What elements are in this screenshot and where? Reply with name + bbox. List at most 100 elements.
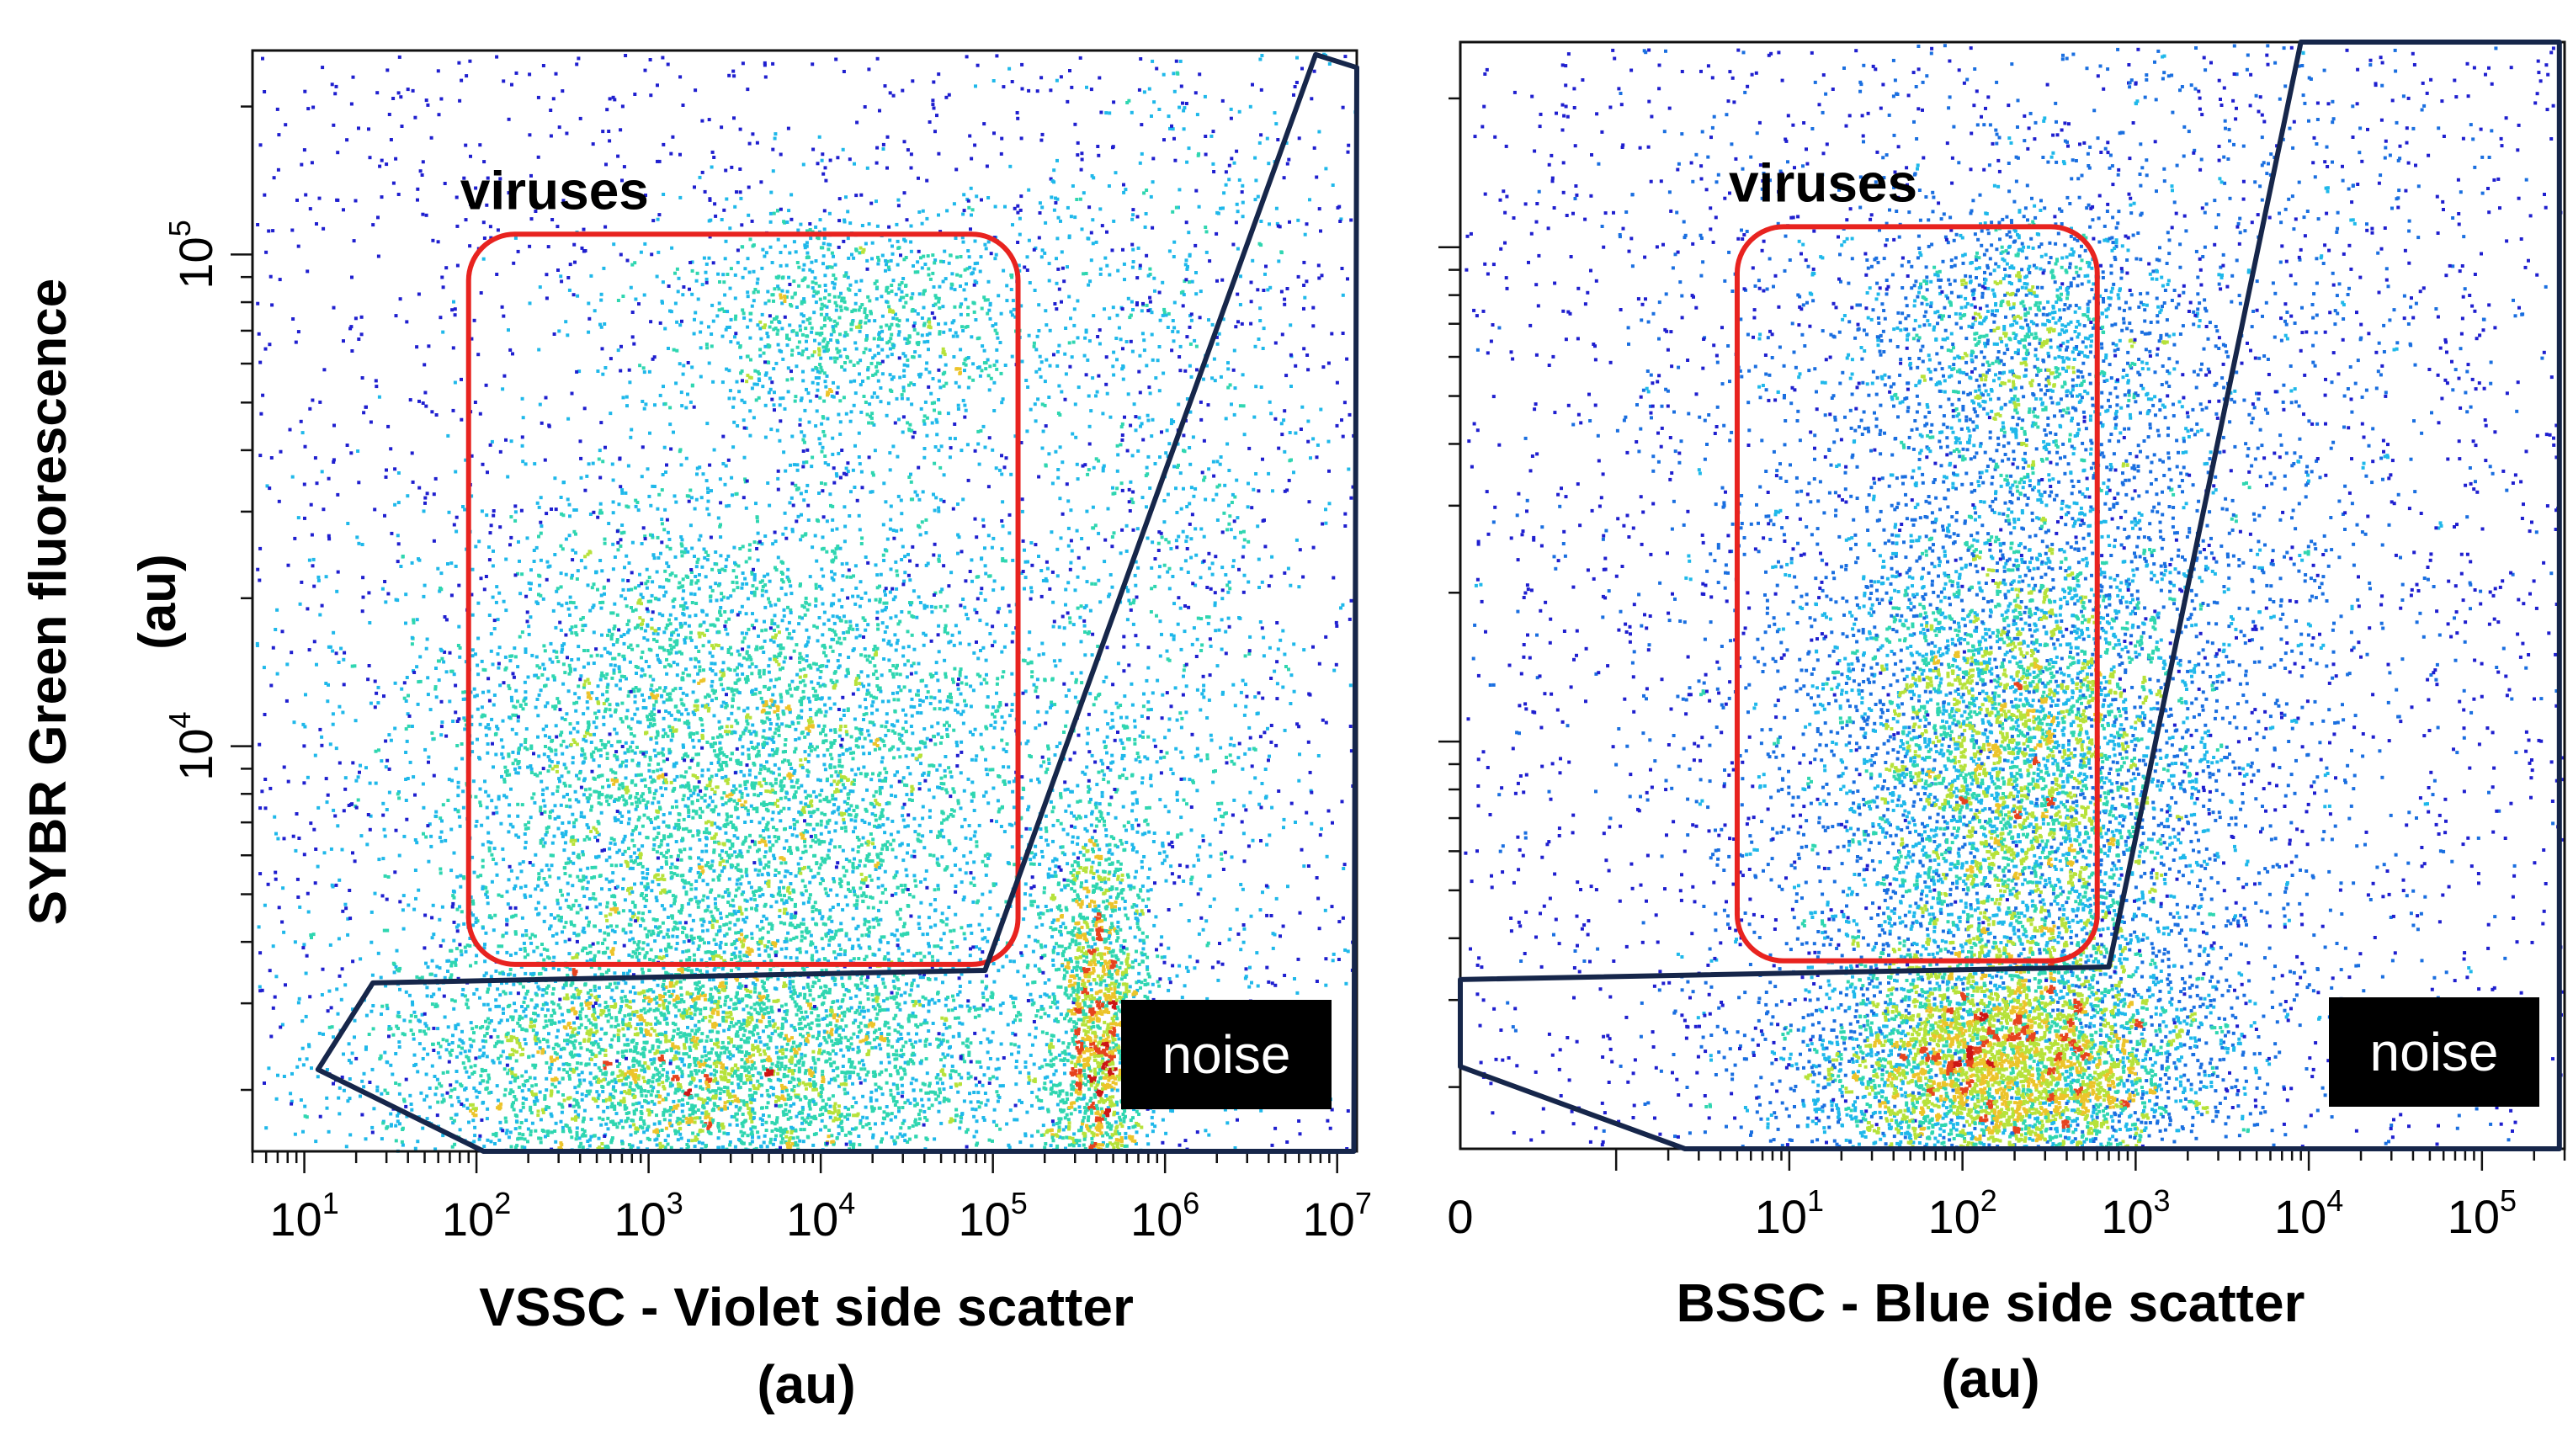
scatter-point [782, 886, 785, 890]
scatter-point [656, 571, 659, 574]
scatter-point [726, 687, 730, 690]
scatter-point [407, 904, 410, 907]
scatter-point [750, 932, 753, 935]
scatter-point [990, 377, 993, 380]
scatter-point [530, 796, 534, 800]
scatter-point [862, 718, 865, 721]
scatter-point [872, 998, 875, 1002]
scatter-point [900, 884, 903, 887]
scatter-point [848, 747, 852, 751]
scatter-point [1250, 915, 1253, 918]
scatter-point [608, 856, 611, 859]
scatter-point [377, 748, 380, 752]
scatter-point [858, 1061, 861, 1065]
scatter-point [314, 754, 317, 757]
scatter-point [699, 1079, 702, 1082]
scatter-point [887, 305, 890, 308]
scatter-point [1049, 1006, 1052, 1009]
scatter-point [892, 839, 896, 842]
scatter-point [1133, 738, 1136, 741]
scatter-point [936, 944, 939, 948]
scatter-point [465, 1071, 468, 1074]
scatter-point [1160, 935, 1163, 938]
scatter-point [986, 1050, 990, 1054]
scatter-point [805, 659, 808, 662]
scatter-point [1120, 977, 1124, 980]
scatter-point [889, 616, 892, 619]
scatter-point [937, 1110, 940, 1113]
scatter-point [1050, 1080, 1053, 1083]
scatter-point [763, 685, 767, 688]
scatter-point [536, 1113, 540, 1117]
scatter-point [1044, 1059, 1047, 1062]
scatter-point [941, 980, 944, 984]
scatter-point [451, 670, 455, 673]
scatter-point [556, 656, 559, 659]
scatter-point [752, 584, 755, 587]
scatter-point [755, 904, 758, 907]
scatter-point [720, 683, 723, 686]
scatter-point [509, 991, 513, 995]
scatter-point [619, 1119, 623, 1123]
scatter-point [1041, 855, 1045, 858]
scatter-point [510, 699, 513, 702]
scatter-point [1136, 527, 1140, 530]
scatter-point [494, 1005, 497, 1008]
scatter-point [1080, 671, 1083, 674]
scatter-point [1289, 673, 1293, 677]
scatter-point [906, 874, 909, 877]
scatter-point [561, 821, 564, 825]
scatter-point [1131, 248, 1135, 252]
scatter-point [646, 467, 650, 470]
scatter-point [273, 816, 276, 819]
scatter-point [748, 409, 752, 412]
scatter-point [369, 702, 373, 705]
scatter-point [988, 632, 991, 635]
scatter-point [338, 937, 341, 940]
scatter-point [960, 741, 963, 744]
scatter-point [1179, 832, 1183, 836]
scatter-point [814, 946, 817, 949]
scatter-point [700, 496, 704, 499]
scatter-point [492, 858, 495, 861]
scatter-point [669, 614, 672, 617]
scatter-point [726, 860, 729, 864]
scatter-point [877, 885, 880, 889]
scatter-point [790, 377, 794, 380]
scatter-point [771, 1062, 774, 1065]
scatter-point [441, 906, 444, 909]
scatter-point [965, 613, 968, 616]
scatter-point [1038, 1088, 1041, 1092]
scatter-point [402, 835, 406, 838]
scatter-point [710, 662, 713, 665]
scatter-point [827, 1081, 831, 1085]
scatter-point [1053, 659, 1056, 662]
scatter-point [821, 1099, 825, 1103]
scatter-point [568, 503, 571, 507]
scatter-point [449, 869, 453, 872]
scatter-point [901, 806, 905, 810]
scatter-point [561, 547, 565, 550]
scatter-point [657, 556, 660, 560]
scatter-point [580, 811, 583, 815]
scatter-point [808, 700, 811, 704]
scatter-point [968, 266, 971, 269]
scatter-point [575, 1137, 578, 1140]
scatter-point [476, 1096, 479, 1099]
scatter-point [1050, 1039, 1053, 1042]
y-axis-label: SYBR Green fluorescence [19, 279, 77, 925]
scatter-point [1167, 832, 1170, 835]
scatter-point [497, 1139, 501, 1142]
scatter-point [1083, 1138, 1087, 1141]
scatter-point [1199, 528, 1203, 531]
scatter-point [787, 276, 790, 279]
scatter-point [1320, 827, 1323, 831]
scatter-point [785, 839, 789, 842]
scatter-point [630, 759, 634, 763]
scatter-point [629, 661, 632, 664]
scatter-point [651, 991, 655, 994]
scatter-point [1071, 938, 1074, 942]
scatter-point [486, 840, 490, 843]
scatter-point [614, 664, 617, 667]
scatter-point [676, 995, 679, 998]
